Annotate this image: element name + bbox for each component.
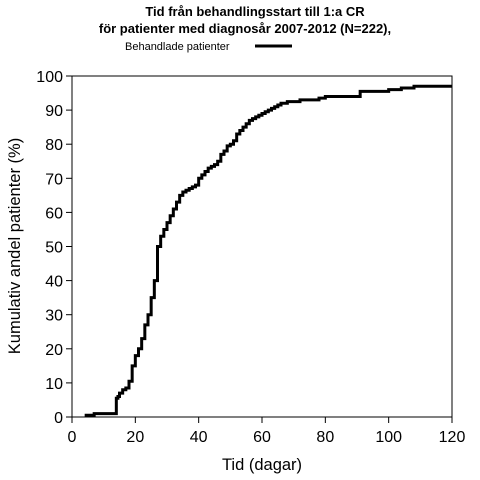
y-tick-label: 60: [45, 205, 63, 222]
y-tick-label: 40: [45, 274, 63, 291]
plot-frame: [71, 75, 453, 418]
x-tick-label: 80: [316, 429, 334, 446]
series-layer: [84, 84, 452, 417]
legend-label: Behandlade patienter: [125, 41, 230, 53]
y-tick-label: 30: [45, 308, 63, 325]
x-tick-label: 0: [68, 429, 77, 446]
y-axis-label: Kumulativ andel patienter (%): [6, 138, 24, 354]
series-line: [84, 84, 452, 417]
y-tick-label: 10: [45, 376, 63, 393]
y-tick-label: 100: [36, 69, 63, 86]
x-axis-label: Tid (dagar): [222, 456, 302, 474]
y-tick-label: 70: [45, 171, 63, 188]
chart-title: Tid från behandlingsstart till 1:a CR: [145, 4, 365, 19]
x-axis: 0 20 40 60 80 100 120: [68, 417, 466, 446]
x-tick-label: 100: [375, 429, 402, 446]
x-tick-label: 20: [126, 429, 144, 446]
y-tick-label: 90: [45, 103, 63, 120]
x-tick-label: 60: [253, 429, 271, 446]
y-tick-label: 80: [45, 137, 63, 154]
legend: Behandlade patienter: [125, 41, 292, 53]
y-axis: 0 10 20 30 40 50 60 70 80 90 100: [36, 69, 72, 427]
y-tick-label: 50: [45, 240, 63, 257]
y-tick-label: 0: [54, 410, 63, 427]
x-tick-label: 40: [190, 429, 208, 446]
x-tick-label: 120: [439, 429, 466, 446]
y-tick-label: 20: [45, 342, 63, 359]
chart-subtitle: för patienter med diagnosår 2007-2012 (N…: [99, 21, 391, 36]
